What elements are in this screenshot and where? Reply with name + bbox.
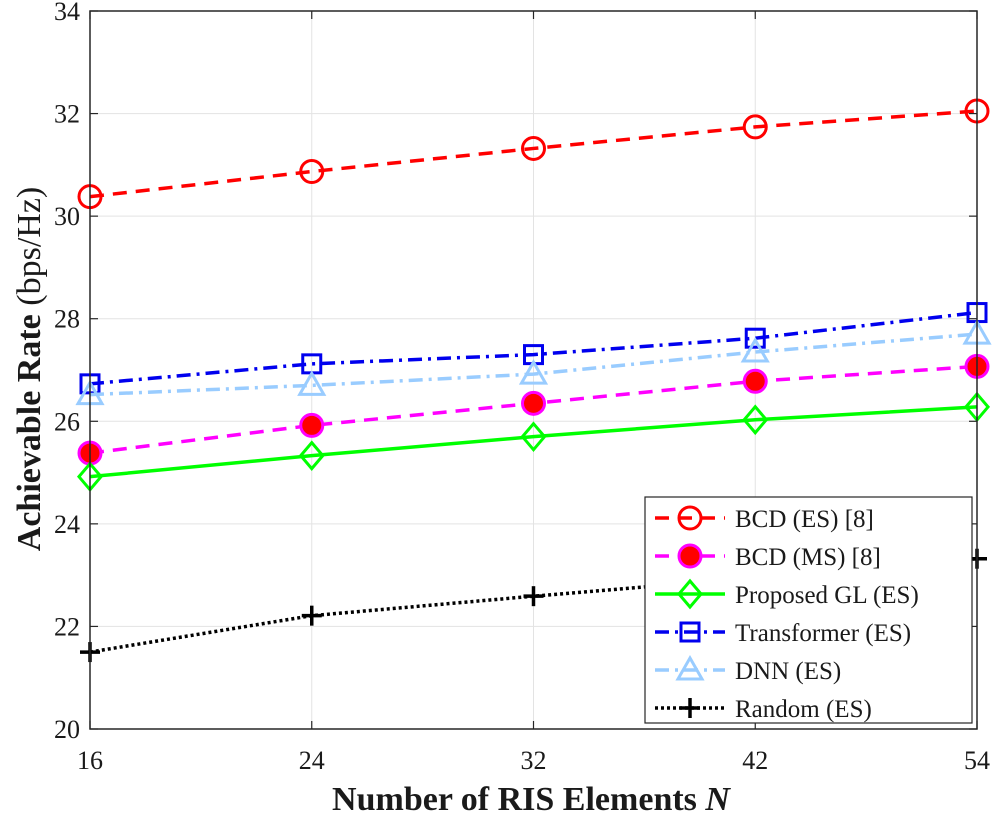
data-point xyxy=(520,421,547,452)
data-point xyxy=(298,440,325,471)
data-point xyxy=(742,404,769,436)
x-tick-label: 42 xyxy=(742,746,768,775)
data-point xyxy=(523,586,544,607)
data-point xyxy=(301,605,322,626)
x-axis-label-symbol: N xyxy=(704,781,731,818)
legend-label: BCD (MS) [8] xyxy=(735,544,881,571)
legend-marker xyxy=(677,505,703,531)
data-point xyxy=(297,370,327,396)
data-point xyxy=(518,359,549,385)
y-tick-label: 28 xyxy=(54,305,80,334)
legend-marker xyxy=(680,698,700,718)
y-tick-labels: 20 22 24 26 28 30 32 34 xyxy=(54,0,80,744)
legend-box xyxy=(644,496,973,724)
legend-entry: Random (ES) xyxy=(655,696,872,723)
x-tick-label: 32 xyxy=(521,746,547,775)
x-tick-labels: 16 24 32 42 54 xyxy=(77,746,990,775)
x-tick-label: 54 xyxy=(964,746,990,775)
series-line xyxy=(89,332,978,397)
series-line xyxy=(89,109,978,199)
y-tick-label: 26 xyxy=(54,407,80,436)
x-axis-label: Number of RIS Elements N xyxy=(332,781,731,818)
legend-entry: BCD (MS) [8] xyxy=(655,543,881,571)
series-4 xyxy=(75,319,992,406)
legend-entry: BCD (ES) [8] xyxy=(655,505,874,533)
y-axis-label-unit: (bps/Hz) xyxy=(11,187,48,306)
x-tick-label: 16 xyxy=(77,746,103,775)
x-axis-label-text: Number of RIS Elements xyxy=(332,781,697,818)
legend-entry: DNN (ES) xyxy=(655,654,841,685)
data-point xyxy=(744,327,766,349)
data-point xyxy=(742,114,768,140)
y-axis-label-text: Achievable Rate xyxy=(11,314,48,551)
data-point xyxy=(299,412,325,438)
y-axis-label: Achievable Rate (bps/Hz) xyxy=(11,187,48,551)
legend-label: BCD (ES) [8] xyxy=(735,506,874,533)
data-point xyxy=(521,135,546,161)
series-1 xyxy=(77,353,990,466)
legend-marker xyxy=(675,654,705,681)
data-point xyxy=(521,390,546,416)
legend-label: DNN (ES) xyxy=(735,658,841,685)
legend-label: Random (ES) xyxy=(735,696,872,723)
series-line xyxy=(89,405,978,479)
y-tick-label: 34 xyxy=(54,0,80,26)
x-tick-label: 24 xyxy=(299,746,325,775)
data-point xyxy=(740,337,770,363)
legend-marker xyxy=(677,543,703,569)
legend: BCD (ES) [8] BCD (MS) [8] Proposed GL (ES)… xyxy=(644,496,973,724)
legend-entry: Proposed GL (ES) xyxy=(655,578,919,610)
y-tick-label: 32 xyxy=(54,100,80,129)
legend-entry: Transformer (ES) xyxy=(655,620,911,647)
y-tick-label: 20 xyxy=(54,715,80,744)
legend-marker xyxy=(676,578,704,610)
y-tick-label: 24 xyxy=(54,510,80,539)
series-line xyxy=(89,310,978,386)
legend-marker xyxy=(679,621,701,643)
y-tick-label: 30 xyxy=(54,202,80,231)
data-point xyxy=(299,159,325,185)
series-2 xyxy=(76,391,991,492)
data-point xyxy=(742,368,768,394)
y-tick-label: 22 xyxy=(54,612,80,641)
legend-label: Transformer (ES) xyxy=(735,620,911,647)
legend-label: Proposed GL (ES) xyxy=(735,582,919,609)
